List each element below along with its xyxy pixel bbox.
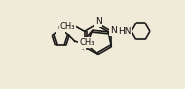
Text: N: N (110, 26, 117, 35)
Text: CH₃: CH₃ (60, 22, 75, 31)
Text: N: N (95, 18, 101, 27)
Text: CH₃: CH₃ (79, 38, 95, 47)
Text: HN: HN (118, 27, 131, 36)
Text: N: N (78, 39, 85, 48)
Text: N: N (81, 43, 88, 52)
Text: O: O (57, 24, 64, 33)
